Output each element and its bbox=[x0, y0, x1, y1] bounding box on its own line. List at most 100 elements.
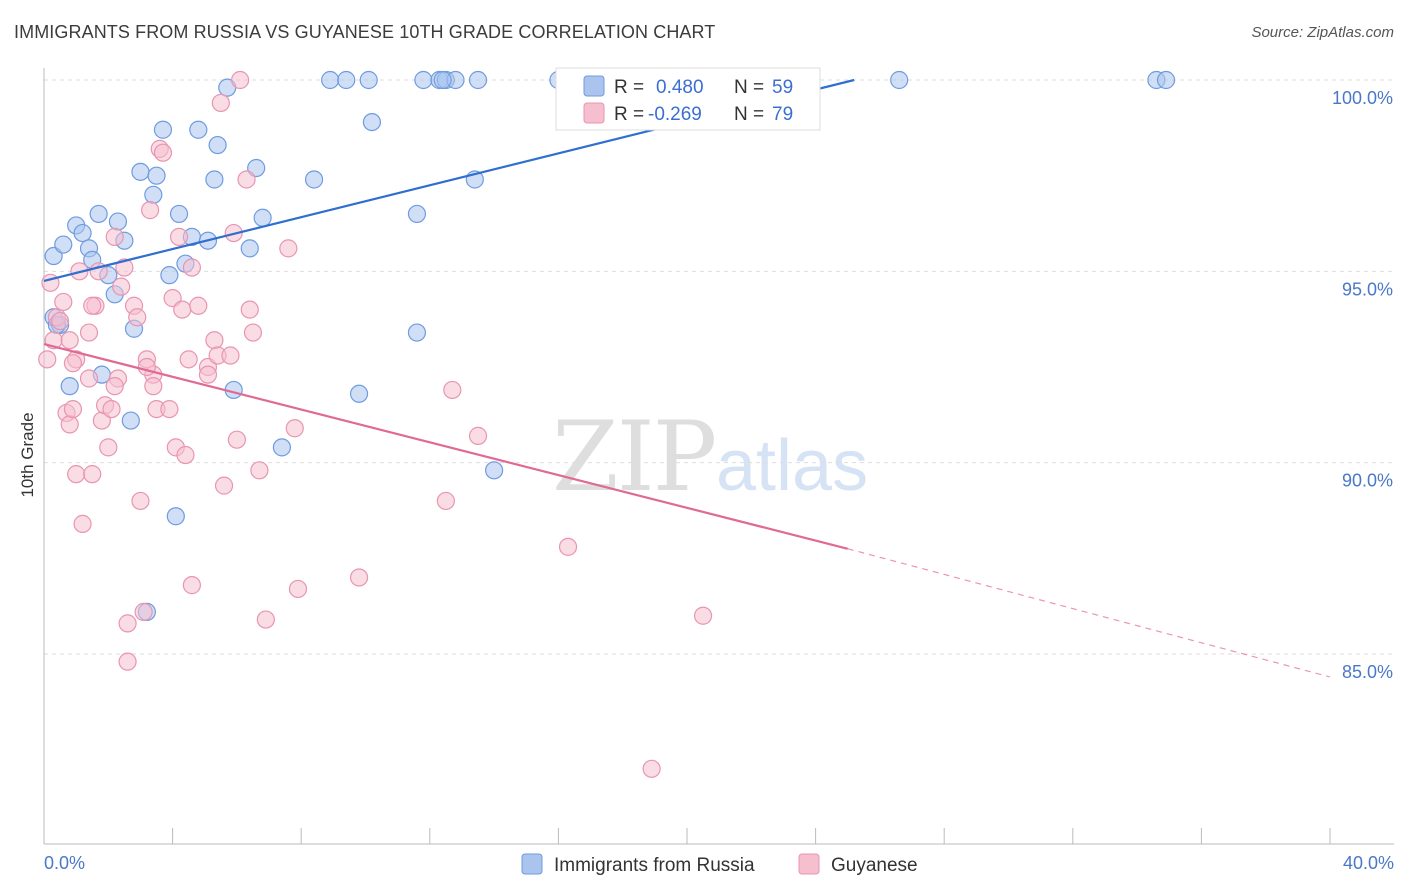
legend-n-label-1: N = bbox=[734, 77, 764, 98]
guyanese-point bbox=[67, 465, 86, 484]
guyanese-point bbox=[693, 606, 713, 625]
guyanese-point bbox=[169, 227, 189, 246]
guyanese-point bbox=[153, 143, 173, 162]
guyanese-point bbox=[60, 331, 79, 350]
guyanese-point bbox=[105, 377, 124, 396]
x-tick-label: 40.0% bbox=[1343, 853, 1394, 873]
guyanese-point bbox=[128, 308, 147, 327]
guyanese-point bbox=[349, 568, 369, 587]
guyanese-point bbox=[231, 70, 250, 90]
guyanese-point bbox=[256, 610, 275, 629]
legend-swatch-blue bbox=[583, 75, 605, 97]
russia-point bbox=[73, 223, 92, 243]
russia-point bbox=[304, 170, 324, 189]
series-legend-swatch-blue bbox=[521, 853, 543, 875]
guyanese-point bbox=[112, 277, 131, 296]
guyanese-point bbox=[131, 491, 150, 511]
legend-r-label-2: R = bbox=[614, 104, 644, 125]
guyanese-point bbox=[468, 426, 488, 445]
guyanese-point bbox=[176, 445, 195, 465]
russia-point bbox=[433, 70, 452, 90]
guyanese-point bbox=[243, 323, 263, 342]
russia-point bbox=[349, 384, 369, 403]
russia-point bbox=[468, 70, 488, 90]
source-label: Source: ZipAtlas.com bbox=[1251, 24, 1394, 41]
guyanese-point bbox=[83, 296, 102, 315]
guyanese-point bbox=[214, 476, 234, 495]
guyanese-point bbox=[198, 365, 218, 384]
russia-point bbox=[253, 208, 272, 227]
guyanese-point bbox=[38, 350, 57, 369]
guyanese-point bbox=[63, 354, 83, 373]
russia-point bbox=[166, 507, 185, 526]
guyanese-point bbox=[134, 602, 153, 622]
russia-point bbox=[407, 323, 427, 342]
y-tick-label: 90.0% bbox=[1342, 471, 1393, 491]
series-legend-swatch-pink bbox=[798, 853, 820, 875]
russia-point bbox=[890, 70, 909, 90]
guyanese-point bbox=[140, 201, 160, 220]
guyanese-point bbox=[79, 369, 99, 388]
trend-layer bbox=[43, 78, 1331, 678]
russia-point bbox=[60, 377, 79, 396]
russia-point bbox=[153, 120, 173, 139]
guyanese-point bbox=[227, 430, 246, 449]
x-tick-label: 0.0% bbox=[44, 853, 85, 873]
guyanese-point bbox=[137, 357, 156, 377]
guyanese-point bbox=[99, 438, 118, 457]
chart-title: IMMIGRANTS FROM RUSSIA VS GUYANESE 10TH … bbox=[14, 22, 716, 42]
watermark-atlas: atlas bbox=[716, 426, 868, 506]
y-tick-label: 85.0% bbox=[1342, 662, 1393, 682]
russia-point bbox=[272, 438, 292, 457]
russia-point bbox=[121, 411, 140, 430]
guyanese-point bbox=[443, 380, 462, 400]
y-tick-label: 95.0% bbox=[1342, 279, 1393, 299]
legend-r-value-2: -0.269 bbox=[648, 104, 702, 125]
russia-point bbox=[359, 70, 378, 90]
guyanese-point bbox=[189, 296, 208, 315]
legend-n-value-2: 79 bbox=[772, 104, 793, 125]
russia-point bbox=[362, 112, 382, 132]
guyanese-point bbox=[436, 491, 455, 511]
russia-point bbox=[205, 170, 224, 189]
guyanese-point bbox=[279, 239, 298, 258]
guyanese-point bbox=[558, 537, 578, 556]
russia-point bbox=[337, 70, 356, 90]
guyanese-point bbox=[118, 614, 137, 633]
guyanese-point bbox=[83, 465, 102, 484]
russia-point bbox=[54, 235, 73, 254]
guyanese-point bbox=[211, 93, 230, 113]
legend-n-value-1: 59 bbox=[772, 77, 793, 98]
russia-point bbox=[321, 70, 340, 90]
guyanese-point bbox=[240, 300, 259, 319]
guyanese-point bbox=[288, 579, 308, 599]
guyanese-point bbox=[50, 311, 70, 331]
russia-point bbox=[144, 185, 163, 204]
guyanese-point bbox=[73, 514, 92, 533]
russia-point bbox=[407, 204, 427, 224]
guyanese-point bbox=[205, 331, 224, 350]
guyanese-point bbox=[642, 759, 661, 778]
grid-layer bbox=[44, 79, 1394, 655]
guyanese-trend-line bbox=[43, 342, 849, 550]
series-legend-label-russia: Immigrants from Russia bbox=[554, 855, 755, 876]
series-legend-label-guyanese: Guyanese bbox=[831, 855, 918, 876]
axis-layer: 100.0% 95.0% 90.0% 85.0% 0.0% 40.0% bbox=[43, 68, 1394, 873]
watermark-zip: ZIP bbox=[552, 401, 715, 513]
guyanese-point bbox=[63, 399, 83, 419]
guyanese-point bbox=[250, 461, 269, 480]
points-layer bbox=[38, 70, 1176, 778]
guyanese-point bbox=[182, 258, 201, 277]
guyanese-point bbox=[285, 419, 304, 438]
guyanese-point bbox=[60, 415, 79, 434]
guyanese-point bbox=[79, 323, 99, 342]
guyanese-trend-extension bbox=[847, 548, 1331, 678]
russia-point bbox=[89, 204, 108, 224]
y-axis-title: 10th Grade bbox=[18, 412, 37, 497]
guyanese-point bbox=[221, 346, 240, 365]
guyanese-point bbox=[115, 258, 134, 277]
guyanese-point bbox=[160, 399, 179, 419]
legend-n-label-2: N = bbox=[734, 104, 764, 125]
guyanese-point bbox=[144, 377, 163, 396]
